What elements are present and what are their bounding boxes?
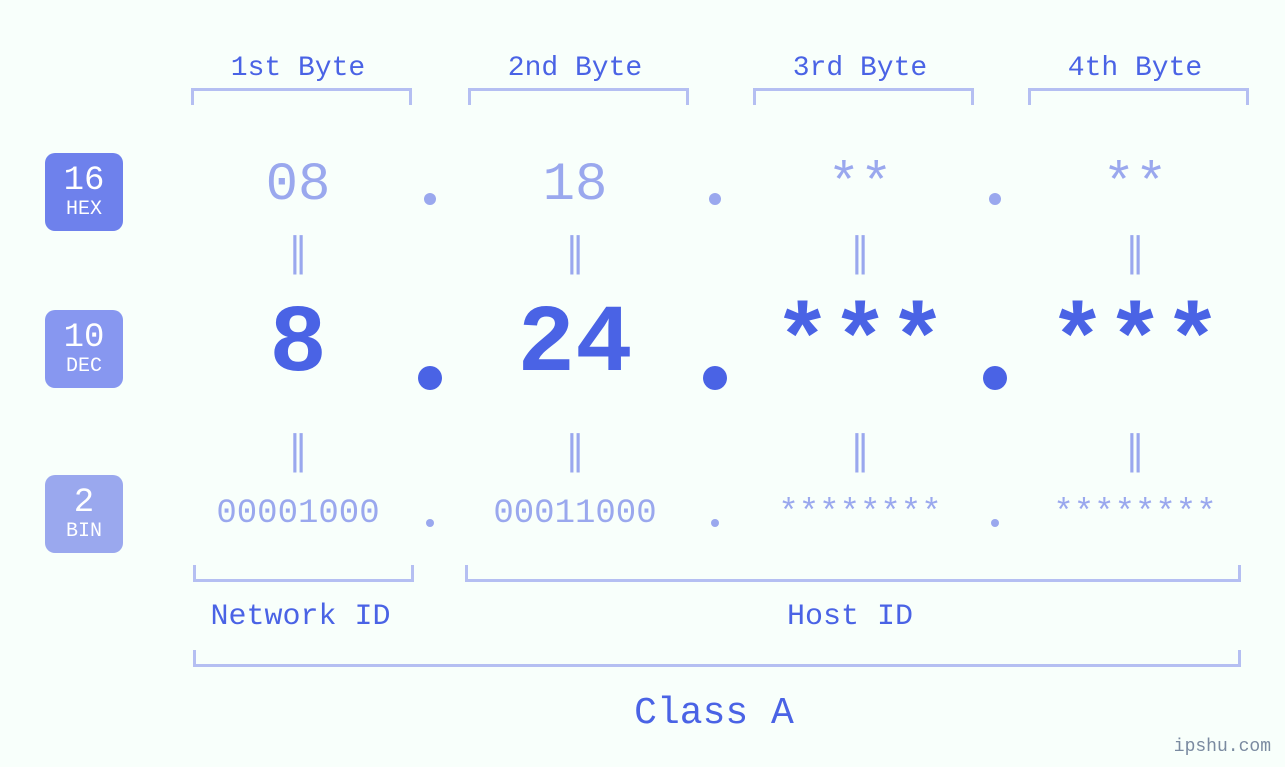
val-bin-3: ******** (730, 495, 990, 533)
val-hex-4: ** (985, 155, 1285, 216)
byte-bracket-4 (1028, 88, 1249, 105)
dot-separator (983, 366, 1007, 390)
base-name: HEX (66, 199, 102, 220)
base-num: 16 (64, 164, 105, 200)
dot-separator (989, 193, 1001, 205)
equals-dec-bin-2: ∥ (545, 428, 605, 477)
byte-label-4: 4th Byte (1015, 53, 1255, 84)
base-num: 2 (74, 486, 94, 522)
base-badge-dec: 10DEC (45, 310, 123, 388)
watermark: ipshu.com (1174, 737, 1271, 757)
val-dec-1: 8 (148, 290, 448, 399)
dot-separator (703, 366, 727, 390)
val-bin-1: 00001000 (168, 495, 428, 533)
byte-bracket-2 (468, 88, 689, 105)
equals-dec-bin-3: ∥ (830, 428, 890, 477)
equals-hex-dec-1: ∥ (268, 230, 328, 279)
dot-separator (991, 519, 999, 527)
bracket (193, 650, 1241, 667)
bracket (193, 565, 414, 582)
base-badge-hex: 16HEX (45, 153, 123, 231)
byte-bracket-3 (753, 88, 974, 105)
equals-hex-dec-3: ∥ (830, 230, 890, 279)
val-bin-2: 00011000 (445, 495, 705, 533)
val-dec-2: 24 (425, 290, 725, 399)
dot-separator (426, 519, 434, 527)
dot-separator (711, 519, 719, 527)
byte-label-2: 2nd Byte (455, 53, 695, 84)
dot-separator (424, 193, 436, 205)
equals-hex-dec-4: ∥ (1105, 230, 1165, 279)
base-name: DEC (66, 356, 102, 377)
bracket (465, 565, 1241, 582)
val-hex-3: ** (710, 155, 1010, 216)
network-id-label: Network ID (193, 600, 408, 634)
val-hex-2: 18 (425, 155, 725, 216)
byte-label-3: 3rd Byte (740, 53, 980, 84)
byte-label-1: 1st Byte (178, 53, 418, 84)
class-label: Class A (193, 692, 1235, 735)
equals-dec-bin-1: ∥ (268, 428, 328, 477)
val-bin-4: ******** (1005, 495, 1265, 533)
base-name: BIN (66, 521, 102, 542)
host-id-label: Host ID (465, 600, 1235, 634)
equals-hex-dec-2: ∥ (545, 230, 605, 279)
dot-separator (709, 193, 721, 205)
base-badge-bin: 2BIN (45, 475, 123, 553)
dot-separator (418, 366, 442, 390)
val-dec-3: *** (710, 290, 1010, 399)
val-hex-1: 08 (148, 155, 448, 216)
equals-dec-bin-4: ∥ (1105, 428, 1165, 477)
val-dec-4: *** (985, 290, 1285, 399)
base-num: 10 (64, 321, 105, 357)
byte-bracket-1 (191, 88, 412, 105)
